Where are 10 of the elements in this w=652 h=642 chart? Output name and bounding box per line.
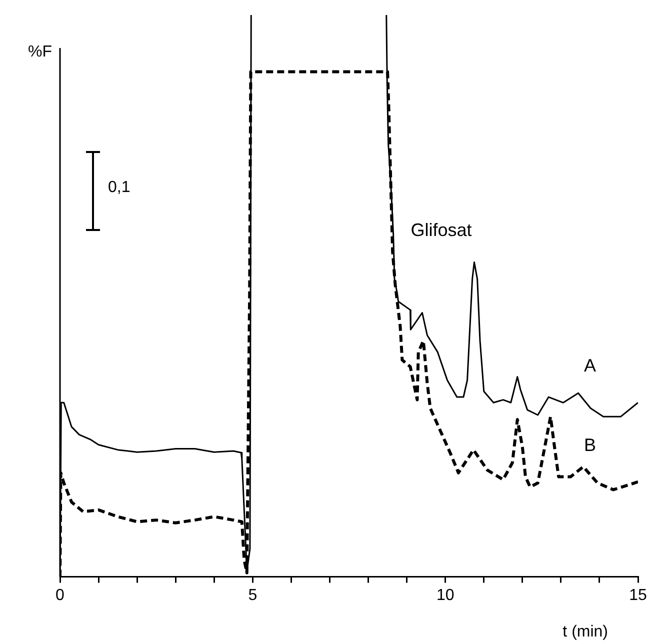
series-label: B: [584, 434, 596, 455]
x-tick-label: 5: [248, 586, 258, 604]
x-tick-label: 15: [629, 586, 647, 604]
y-axis-title: %F: [28, 43, 52, 60]
annotation: 0,1: [108, 179, 130, 197]
annotation: Glifosat: [410, 220, 472, 240]
x-tick-label: 10: [436, 586, 454, 604]
x-axis-title: t (min): [562, 623, 608, 640]
x-tick-label: 0: [56, 586, 65, 604]
series-label: A: [584, 356, 596, 376]
